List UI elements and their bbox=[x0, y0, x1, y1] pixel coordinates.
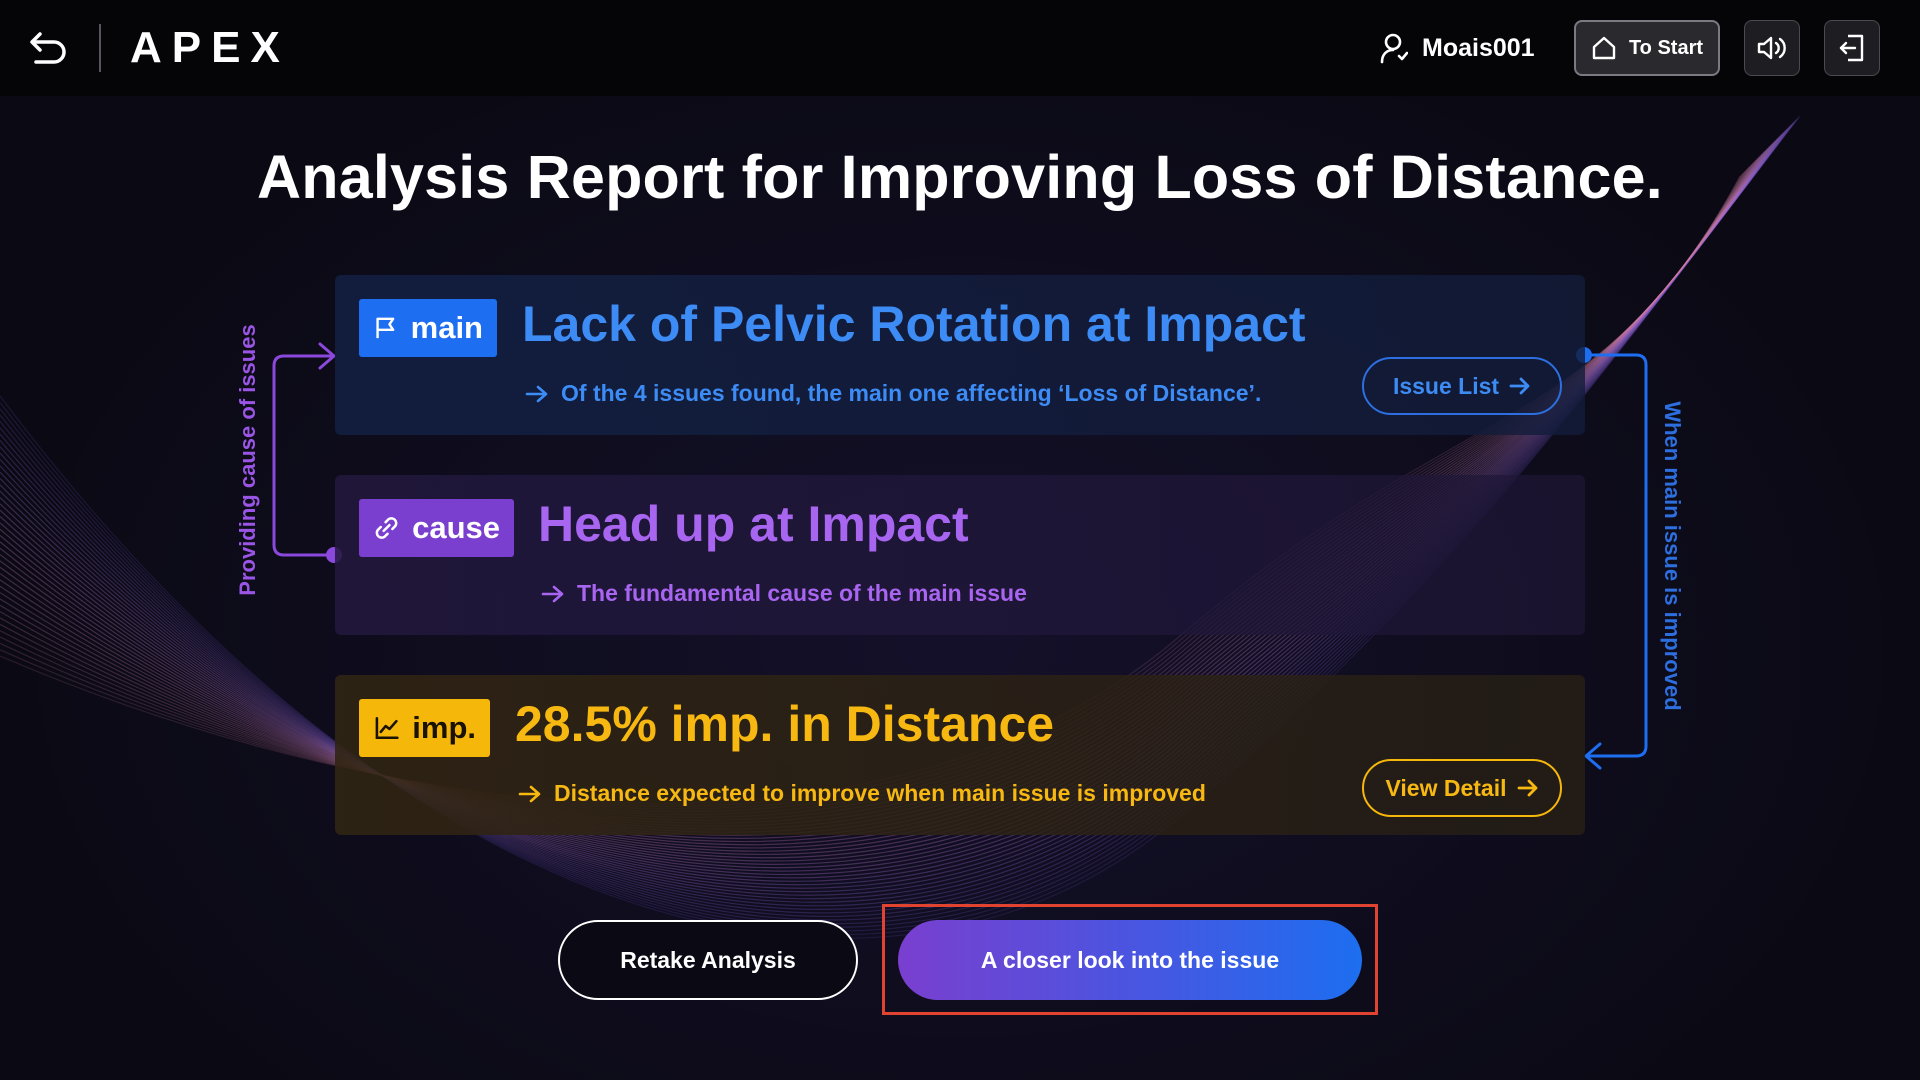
main-issue-title: Lack of Pelvic Rotation at Impact bbox=[522, 296, 1306, 352]
apex-logo: APEX bbox=[130, 28, 286, 68]
main-issue-subtitle-text: Of the 4 issues found, the main one affe… bbox=[561, 380, 1262, 406]
right-side-label: When main issue is improved bbox=[1660, 401, 1685, 711]
issue-list-button[interactable]: Issue List bbox=[1362, 357, 1562, 415]
right-connector-line bbox=[1584, 353, 1648, 758]
imp-tag-label: imp. bbox=[412, 710, 476, 745]
imp-tag: imp. bbox=[359, 699, 490, 757]
cause-card: cause Head up at Impact The fundamental … bbox=[335, 475, 1585, 635]
retake-analysis-button[interactable]: Retake Analysis bbox=[558, 920, 858, 1000]
to-start-label: To Start bbox=[1628, 36, 1704, 59]
main-tag-label: main bbox=[410, 310, 483, 345]
home-icon bbox=[1592, 36, 1616, 60]
view-detail-label: View Detail bbox=[1385, 774, 1507, 801]
user-info: Moais001 bbox=[1378, 28, 1535, 68]
improvement-card: imp. 28.5% imp. in Distance Distance exp… bbox=[335, 675, 1585, 835]
left-connector-arrowhead bbox=[318, 342, 336, 370]
logo-text: APEX bbox=[130, 28, 286, 68]
right-connector-arrowhead bbox=[1584, 742, 1602, 770]
main-issue-subtitle: Of the 4 issues found, the main one affe… bbox=[525, 380, 1261, 407]
sound-button[interactable] bbox=[1744, 20, 1800, 76]
cause-title: Head up at Impact bbox=[538, 496, 969, 552]
top-bar: APEX Moais001 To Start bbox=[0, 0, 1920, 96]
arrow-right-icon bbox=[1517, 779, 1537, 797]
left-connector-line bbox=[272, 354, 334, 557]
trend-chart-icon bbox=[375, 716, 399, 740]
flag-icon bbox=[376, 317, 395, 339]
improvement-subtitle-text: Distance expected to improve when main i… bbox=[554, 780, 1206, 806]
username: Moais001 bbox=[1422, 33, 1535, 62]
speaker-icon bbox=[1757, 36, 1786, 60]
closer-look-button[interactable]: A closer look into the issue bbox=[898, 920, 1362, 1000]
user-icon bbox=[1380, 33, 1408, 64]
left-side-label: Providing cause of issues bbox=[235, 324, 260, 596]
main-issue-card: main Lack of Pelvic Rotation at Impact O… bbox=[335, 275, 1585, 435]
arrow-right-icon bbox=[541, 585, 564, 602]
arrow-right-icon bbox=[518, 785, 541, 802]
undo-arrow-icon bbox=[30, 32, 66, 64]
header-divider bbox=[99, 24, 101, 72]
improvement-title: 28.5% imp. in Distance bbox=[515, 696, 1055, 752]
exit-button[interactable] bbox=[1824, 20, 1880, 76]
link-icon bbox=[375, 517, 398, 539]
main-tag: main bbox=[359, 299, 497, 357]
arrow-right-icon bbox=[1509, 377, 1530, 395]
cause-subtitle-text: The fundamental cause of the main issue bbox=[577, 580, 1027, 606]
to-start-button[interactable]: To Start bbox=[1574, 20, 1720, 76]
issue-list-label: Issue List bbox=[1392, 372, 1500, 399]
cause-tag: cause bbox=[359, 499, 514, 557]
improvement-subtitle: Distance expected to improve when main i… bbox=[518, 780, 1206, 807]
cause-subtitle: The fundamental cause of the main issue bbox=[541, 580, 1027, 607]
highlight-frame bbox=[882, 904, 1378, 1015]
exit-icon bbox=[1839, 34, 1864, 62]
back-button[interactable] bbox=[26, 26, 72, 70]
page-title: Analysis Report for Improving Loss of Di… bbox=[257, 143, 1663, 211]
cause-tag-label: cause bbox=[412, 510, 500, 545]
view-detail-button[interactable]: View Detail bbox=[1362, 759, 1562, 817]
arrow-right-icon bbox=[525, 385, 548, 402]
